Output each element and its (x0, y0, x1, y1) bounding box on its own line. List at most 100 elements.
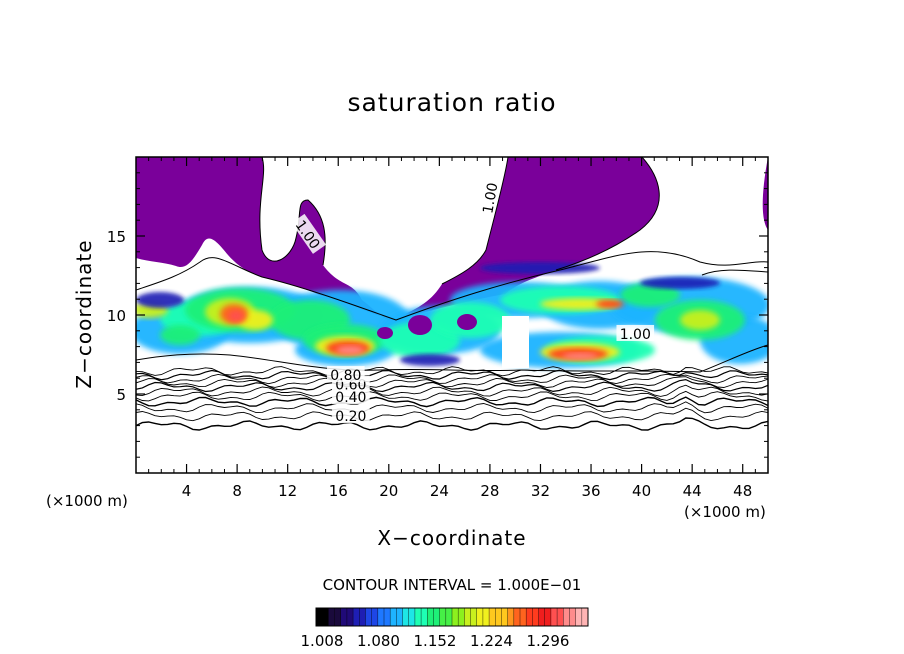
chart-title: saturation ratio (347, 88, 557, 117)
contour-line-7 (136, 378, 768, 393)
y-tick-label-5: 5 (116, 386, 126, 404)
colorbar-cell (328, 608, 335, 626)
colorbar-cell (520, 608, 527, 626)
colorbar-cell (544, 608, 552, 626)
cloud-rim-3 (640, 277, 720, 289)
colorbar-cell (408, 608, 416, 626)
colorbar-cell (322, 608, 329, 626)
contour-one-1 (136, 251, 768, 321)
contour-interval-label: CONTOUR INTERVAL = 1.000E−01 (322, 576, 582, 594)
colorbar-cell (433, 608, 440, 626)
cloud-blob-27 (680, 310, 720, 330)
contour-line-2 (136, 407, 768, 422)
x-tick-label-20: 20 (379, 482, 398, 500)
x-tick-label-28: 28 (480, 482, 499, 500)
y-tick-label-15: 15 (107, 228, 126, 246)
contour-label-7: 1.00 (616, 324, 655, 343)
cloud-blob-35 (562, 353, 598, 359)
colorbar-cell (445, 608, 453, 626)
contour-label-bg (477, 178, 501, 218)
colorbar-label-5: 1.296 (527, 632, 570, 650)
colorbar: 1.008 1.080 1.152 1.224 1.296 (301, 607, 589, 650)
colorbar-cell (581, 608, 589, 626)
contour-label-text: 1.00 (480, 182, 501, 215)
colorbar-cell (569, 608, 576, 626)
colorbar-cell (563, 608, 570, 626)
colorbar-cell (316, 608, 323, 626)
colorbar-cell (353, 608, 360, 626)
contour-label-bg (332, 407, 370, 424)
x-tick-label-40: 40 (632, 482, 651, 500)
cloud-blob-32 (596, 300, 624, 308)
x-tick-label-12: 12 (278, 482, 297, 500)
cloud-rim-1 (136, 292, 184, 308)
colorbar-cell (575, 608, 583, 626)
colorbar-cell (513, 608, 521, 626)
colorbar-cell (532, 608, 539, 626)
contour-label-bg (327, 366, 365, 383)
field-layer (136, 157, 768, 368)
x-tick-label-8: 8 (232, 482, 242, 500)
colorbar-cell (365, 608, 372, 626)
contour-label-1: 0.20 (332, 407, 370, 425)
contour-label-6: 1.00 (477, 178, 501, 218)
contour-line-5 (136, 390, 768, 402)
colorbar-cell (482, 608, 490, 626)
colorbar-cell (526, 608, 533, 626)
cloud-rim-2 (480, 262, 600, 274)
contour-layer: 0.200.400.600.801.001.001.00 (136, 157, 768, 431)
colorbar-cell (476, 608, 484, 626)
cloud-rim-4 (400, 354, 460, 366)
colorbar-cell (501, 608, 508, 626)
contour-one-4 (441, 157, 509, 285)
colorbar-cell (495, 608, 502, 626)
colorbar-cell (402, 608, 410, 626)
dry-region-2 (762, 157, 768, 230)
colorbar-cell (359, 608, 366, 626)
clear-gap (502, 316, 529, 368)
contour-line-4 (136, 396, 768, 408)
contour-line-6 (136, 384, 768, 397)
colorbar-cell (390, 608, 397, 626)
x-tick-label-16: 16 (329, 482, 348, 500)
contour-label-bg (291, 213, 327, 254)
x-axis-unit: (×1000 m) (684, 503, 766, 521)
colorbar-cell (439, 608, 447, 626)
dry-speck-2 (377, 327, 393, 339)
contour-label-text: 0.40 (335, 390, 366, 406)
contour-line-3 (136, 401, 768, 414)
colorbar-cell (458, 608, 465, 626)
colorbar-label-2: 1.080 (357, 632, 400, 650)
dry-region-1 (136, 157, 660, 321)
colorbar-cell (414, 608, 422, 626)
contour-one-6 (701, 269, 768, 276)
cloud-blob-33 (228, 310, 244, 322)
x-axis-label: X−coordinate (377, 526, 527, 550)
colorbar-cell (507, 608, 515, 626)
colorbar-cell (346, 608, 354, 626)
colorbar-cell (371, 608, 379, 626)
contour-one-3 (259, 157, 326, 266)
x-tick-label-44: 44 (683, 482, 702, 500)
colorbar-frame (315, 607, 589, 627)
colorbar-label-3: 1.152 (414, 632, 457, 650)
cloud-blob-26 (540, 298, 620, 310)
colorbar-cell (538, 608, 546, 626)
x-tick-label-24: 24 (430, 482, 449, 500)
colorbar-cell (396, 608, 403, 626)
dry-speck-1 (408, 315, 432, 335)
colorbar-cell (340, 608, 348, 626)
colorbar-cell (427, 608, 434, 626)
contour-label-text: 1.00 (620, 327, 651, 343)
cloud-blob-20 (620, 283, 680, 307)
x-tick-label-32: 32 (531, 482, 550, 500)
colorbar-cell (489, 608, 496, 626)
dry-speck-3 (457, 314, 477, 330)
contour-one-5 (555, 157, 660, 271)
x-tick-label-48: 48 (733, 482, 752, 500)
colorbar-cell (377, 608, 385, 626)
contour-line-8 (136, 376, 768, 388)
contour-label-text: 0.80 (330, 368, 361, 384)
